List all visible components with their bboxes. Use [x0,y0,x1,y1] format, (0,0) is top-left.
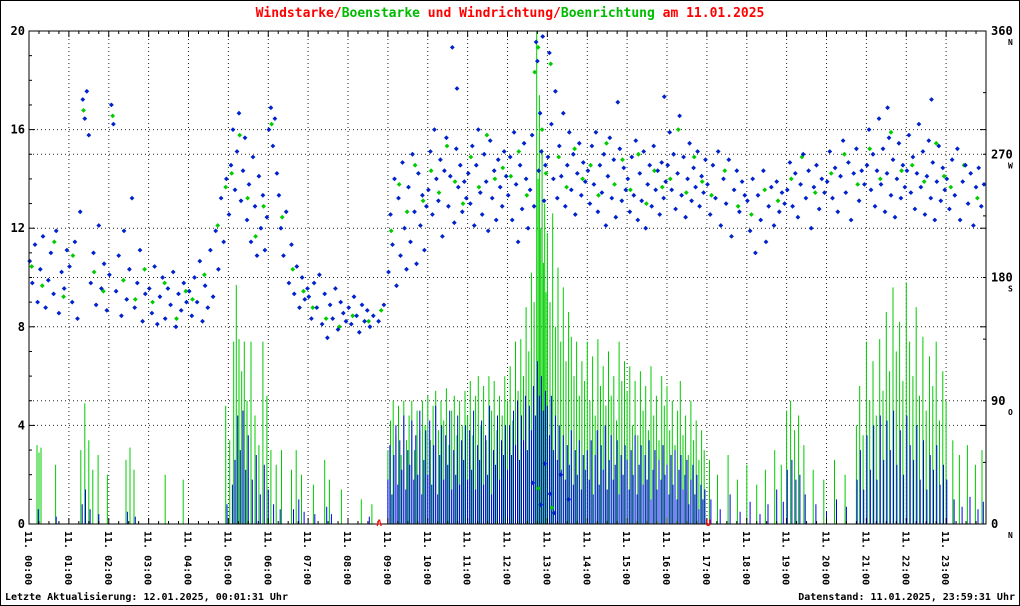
x-axis-tick-label: 11. 06:00 [261,531,272,585]
chart-title-part: am 11.01.2025 [654,6,765,21]
x-axis-tick-label: 11. 10:00 [421,531,432,585]
x-axis-tick-label: 11. 12:00 [501,531,512,585]
right-axis-tick-label: 90 [991,394,1005,408]
x-axis-tick-label: 11. 22:00 [899,531,910,585]
x-axis-tick-label: 11. 00:00 [22,531,33,585]
chart-title-part: Boenrichtung [560,6,655,21]
right-axis-tick-label: 360 [991,24,1013,38]
compass-letter: W [1008,161,1013,170]
compass-letter: S [1008,285,1013,294]
compass-letter: O [1008,408,1013,417]
x-axis-tick-label: 11. 13:00 [540,531,551,585]
series-Windrichtung [27,34,987,516]
x-axis-tick-label: 11. 02:00 [102,531,113,585]
left-axis-tick-label: 8 [18,320,25,334]
series-Boenstarke [36,31,983,524]
chart-title-part: und Windrichtung/ [419,6,561,21]
last-update-text: Letzte Aktualisierung: 12.01.2025, 00:01… [5,592,288,603]
x-axis-tick-label: 11. 04:00 [182,531,193,585]
x-axis-tick-label: 11. 18:00 [740,531,751,585]
x-axis-tick-label: 11. 15:00 [620,531,631,585]
x-axis-tick-label: 11. 08:00 [341,531,352,585]
x-axis-tick-label: 11. 23:00 [939,531,950,585]
compass-letter: N [1008,38,1013,47]
x-axis-tick-label: 11. 16:00 [660,531,671,585]
x-axis-tick-label: 11. 14:00 [580,531,591,585]
x-axis-tick-label: 11. 05:00 [221,531,232,585]
left-axis-tick-label: 4 [18,418,25,432]
x-axis-tick-label: 11. 19:00 [780,531,791,585]
x-axis-tick-label: 11. 07:00 [301,531,312,585]
x-axis-tick-label: 11. 20:00 [820,531,831,585]
left-axis-tick-label: 12 [11,221,25,235]
x-axis-tick-label: 11. 03:00 [142,531,153,585]
left-axis-tick-label: 20 [11,24,25,38]
right-axis-tick-label: 0 [991,517,998,531]
chart-title-part: Boenstarke [341,6,420,21]
chart-title: Windstarke/Boenstarke und Windrichtung/B… [1,6,1019,21]
event-marker-U: U [705,519,710,529]
x-axis-tick-label: 11. 11:00 [461,531,472,585]
chart-title-part: Windstarke/ [255,6,342,21]
series-Windstarke [37,361,984,524]
x-axis-tick-label: 11. 09:00 [381,531,392,585]
compass-letter: N [1008,531,1013,540]
right-axis-tick-label: 270 [991,147,1013,161]
x-axis-tick-label: 11. 17:00 [700,531,711,585]
data-state-text: Datenstand: 11.01.2025, 23:59:31 Uhr [798,592,1015,603]
left-axis-tick-label: 0 [18,517,25,531]
x-axis-tick-label: 11. 01:00 [62,531,73,585]
event-marker-A: A [376,519,382,529]
right-axis-tick-label: 180 [991,271,1013,285]
left-axis-tick-label: 16 [11,123,25,137]
x-axis-tick-label: 11. 21:00 [859,531,870,585]
